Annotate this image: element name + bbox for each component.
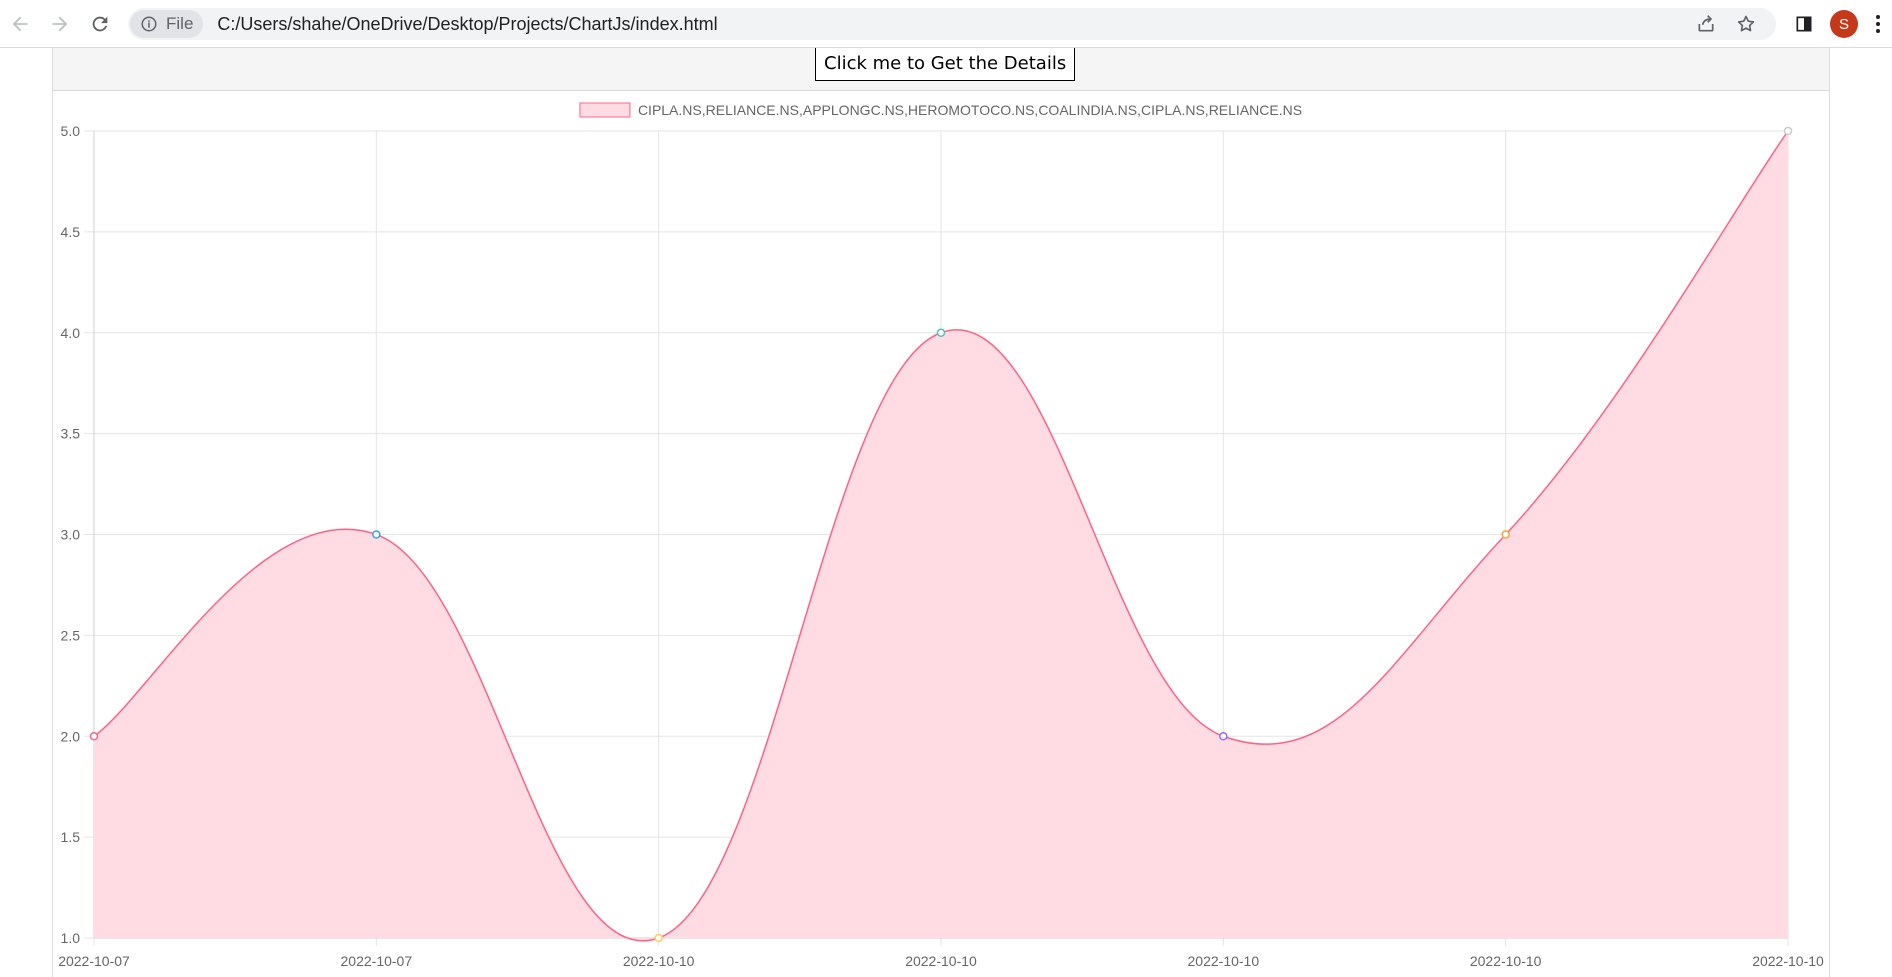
site-info-chip[interactable]: File: [130, 10, 204, 38]
y-tick-label: 2.5: [61, 627, 81, 643]
browser-toolbar: File C:/Users/shahe/OneDrive/Desktop/Pro…: [0, 0, 1892, 48]
x-tick-label: 2022-10-10: [1188, 953, 1260, 969]
get-details-button[interactable]: Click me to Get the Details: [815, 48, 1076, 81]
y-tick-label: 2.0: [61, 728, 81, 744]
y-tick-label: 5.0: [61, 123, 81, 139]
data-point: [372, 530, 381, 539]
legend-swatch: [579, 102, 631, 118]
x-tick-label: 2022-10-07: [341, 953, 413, 969]
more-menu-icon[interactable]: [1864, 6, 1892, 42]
profile-avatar[interactable]: S: [1830, 10, 1858, 38]
address-bar[interactable]: File C:/Users/shahe/OneDrive/Desktop/Pro…: [128, 8, 1776, 40]
data-point: [1783, 126, 1793, 136]
y-tick-label: 1.0: [61, 930, 81, 946]
forward-arrow-icon[interactable]: [40, 4, 80, 44]
y-tick-label: 4.5: [61, 224, 81, 240]
button-strip: Click me to Get the Details: [53, 48, 1829, 91]
data-point: [89, 732, 99, 741]
y-tick-label: 3.0: [61, 527, 81, 543]
data-point: [936, 328, 946, 337]
data-point: [1501, 530, 1510, 539]
url-text[interactable]: C:/Users/shahe/OneDrive/Desktop/Projects…: [217, 13, 718, 34]
x-tick-label: 2022-10-07: [58, 953, 130, 969]
series-area-fill: [94, 131, 1788, 941]
site-chip-label: File: [166, 14, 194, 33]
x-tick-label: 2022-10-10: [1470, 953, 1542, 969]
info-icon: [141, 16, 157, 32]
legend-label[interactable]: CIPLA.NS,RELIANCE.NS,APPLONGC.NS,HEROMOT…: [638, 102, 1302, 118]
data-point: [654, 933, 663, 943]
series-line: [93, 130, 1789, 942]
y-tick-label: 1.5: [61, 829, 81, 845]
bookmark-star-icon[interactable]: [1726, 8, 1766, 40]
y-tick-label: 3.5: [61, 426, 81, 442]
x-tick-label: 2022-10-10: [623, 953, 695, 969]
share-icon[interactable]: [1686, 8, 1726, 40]
x-tick-label: 2022-10-10: [905, 953, 977, 969]
y-tick-label: 4.0: [61, 325, 81, 341]
side-panel-icon[interactable]: [1786, 6, 1822, 42]
data-point: [1219, 732, 1228, 741]
back-arrow-icon[interactable]: [0, 4, 40, 44]
x-tick-label: 2022-10-10: [1752, 953, 1824, 969]
